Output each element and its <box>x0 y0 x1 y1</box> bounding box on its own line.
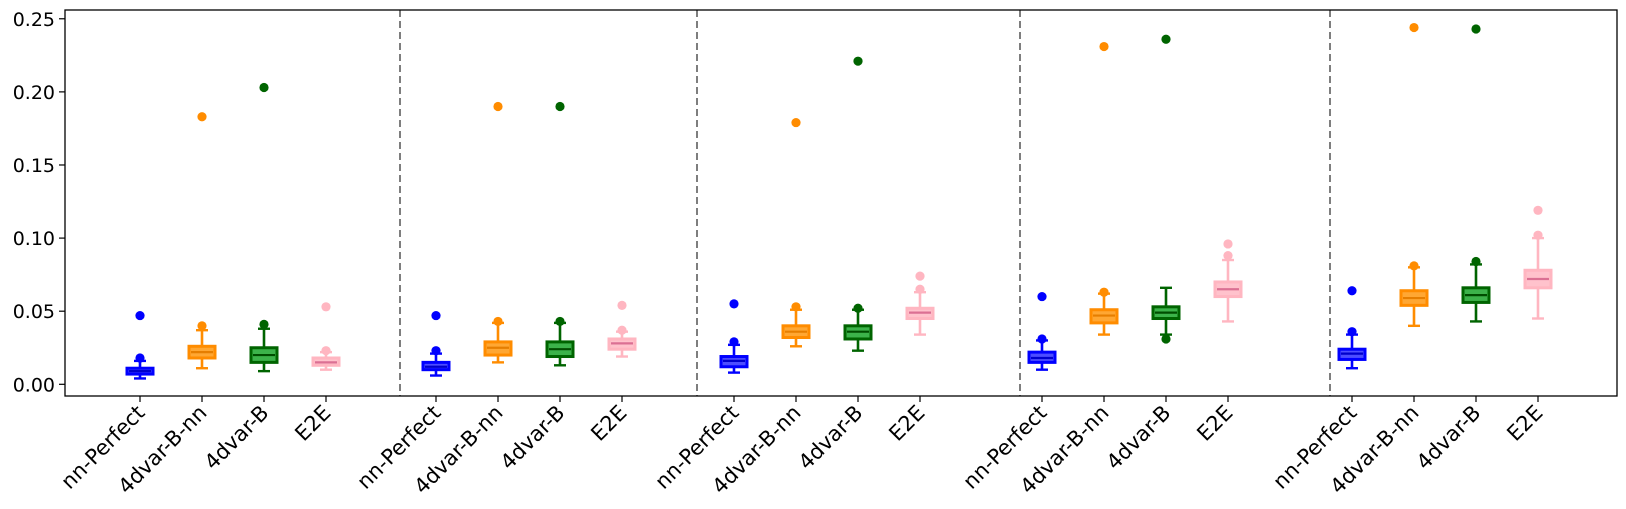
outlier-point <box>617 325 627 335</box>
box-group-5 <box>1337 22 1553 370</box>
outlier-point <box>431 346 441 356</box>
outlier-point <box>431 310 441 321</box>
outlier-point <box>1223 239 1233 249</box>
outlier-point <box>321 302 331 312</box>
x-tick-label: E2E <box>290 401 335 446</box>
box-4dvar-b-nn <box>187 112 217 370</box>
box-e2e <box>311 302 341 371</box>
group-separators <box>399 10 1331 396</box>
outlier-point <box>915 271 925 281</box>
outlier-point <box>729 337 739 347</box>
outlier-point <box>259 82 269 93</box>
outlier-point <box>915 284 925 294</box>
box-4dvar-b <box>1151 34 1181 344</box>
outlier-point <box>1223 251 1233 261</box>
outlier-point <box>791 117 801 128</box>
outlier-point <box>791 302 801 312</box>
outlier-point <box>853 303 863 313</box>
box-nn-perfect <box>719 299 749 374</box>
outlier-point <box>617 300 627 310</box>
box-nn-perfect <box>1027 291 1057 371</box>
plot-area-background <box>65 10 1617 396</box>
outlier-point <box>853 56 863 66</box>
outlier-point <box>493 101 503 112</box>
outlier-point <box>555 101 565 112</box>
outlier-point <box>1161 334 1171 344</box>
box-4dvar-b-nn <box>781 117 811 348</box>
box-4dvar-b <box>1461 24 1491 323</box>
box-group-4 <box>1027 34 1243 371</box>
outlier-point <box>1347 327 1357 337</box>
box-e2e <box>905 271 935 336</box>
x-tick-label: E2E <box>1502 401 1547 446</box>
outlier-point <box>1347 286 1357 296</box>
box-e2e <box>1213 239 1243 323</box>
y-tick-label: 0.10 <box>13 228 55 250</box>
outlier-point <box>197 112 207 122</box>
box-4dvar-b <box>843 56 873 352</box>
outlier-point <box>1099 41 1109 52</box>
outlier-point <box>493 316 503 327</box>
box-nn-perfect <box>421 310 451 377</box>
box-e2e <box>607 300 637 358</box>
outlier-point <box>321 346 331 356</box>
box-group-3 <box>719 56 935 374</box>
outlier-point <box>1533 205 1543 215</box>
y-axis: 0.00 0.05 0.10 0.15 0.20 0.25 <box>13 9 65 396</box>
outlier-point <box>729 299 739 309</box>
outlier-point <box>1099 287 1109 297</box>
y-tick-label: 0.15 <box>13 155 55 177</box>
x-tick-label: 4dvar-B <box>200 401 274 475</box>
box-4dvar-b <box>249 82 279 373</box>
plot-frame <box>64 9 1618 397</box>
x-tick-label: E2E <box>1192 401 1237 446</box>
outlier-point <box>135 310 145 321</box>
box-group-1 <box>125 82 341 380</box>
box-nn-perfect <box>125 310 155 380</box>
box-4dvar-b-nn <box>483 101 513 364</box>
outlier-point <box>1037 291 1047 302</box>
box-4dvar-b-nn <box>1089 41 1119 336</box>
outlier-point <box>1161 34 1171 44</box>
box-e2e <box>1523 205 1553 320</box>
x-tick-label: 4dvar-B <box>496 401 570 475</box>
outlier-point <box>1409 261 1419 271</box>
y-tick-label: 0.00 <box>13 374 55 396</box>
x-tick-label: E2E <box>884 401 929 446</box>
outlier-point <box>555 316 565 327</box>
outlier-point <box>1533 230 1543 240</box>
outlier-point <box>259 319 269 329</box>
x-tick-label: 4dvar-B <box>794 401 868 475</box>
x-tick-label: 4dvar-B <box>1102 401 1176 475</box>
box-4dvar-b <box>545 101 575 367</box>
outlier-point <box>1471 24 1481 34</box>
outlier-point <box>1471 256 1481 267</box>
outlier-point <box>135 353 145 363</box>
x-tick-label: E2E <box>586 401 631 446</box>
outlier-point <box>1037 334 1047 344</box>
y-tick-label: 0.25 <box>13 9 55 31</box>
y-tick-label: 0.20 <box>13 82 55 104</box>
x-tick-label: 4dvar-B <box>1412 401 1486 475</box>
outlier-point <box>197 321 207 331</box>
box-nn-perfect <box>1337 286 1367 370</box>
outlier-point <box>1409 22 1419 33</box>
box-group-2 <box>421 101 637 377</box>
box-layer <box>125 22 1553 380</box>
y-tick-label: 0.05 <box>13 301 55 323</box>
box-4dvar-b-nn <box>1399 22 1429 328</box>
